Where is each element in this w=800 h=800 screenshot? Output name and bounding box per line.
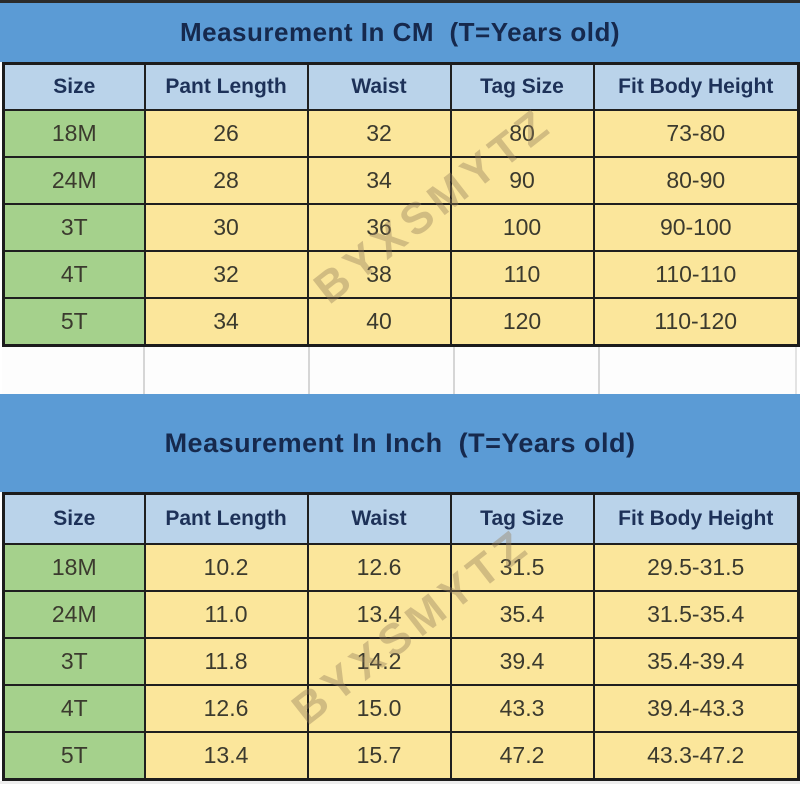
- column-header-tag-size: Tag Size: [449, 62, 595, 111]
- fit-body-height-cell: 39.4-43.3: [592, 684, 800, 733]
- table-row: 4T 32 38 110 110-110: [2, 250, 800, 299]
- fit-body-height-cell: 73-80: [592, 109, 800, 158]
- column-header-tag-size: Tag Size: [449, 492, 595, 545]
- table-row: 5T 34 40 120 110-120: [2, 297, 800, 347]
- column-header-pant-length: Pant Length: [143, 62, 309, 111]
- waist-cell: 34: [306, 156, 452, 205]
- tag-size-cell: 80: [449, 109, 595, 158]
- size-cell: 3T: [2, 203, 146, 252]
- spacer-cell: [310, 347, 455, 394]
- waist-cell: 15.7: [306, 731, 452, 781]
- size-cell: 3T: [2, 637, 146, 686]
- tag-size-cell: 110: [449, 250, 595, 299]
- table-row: 4T 12.6 15.0 43.3 39.4-43.3: [2, 684, 800, 733]
- pant-length-cell: 12.6: [143, 684, 309, 733]
- table-row: 5T 13.4 15.7 47.2 43.3-47.2: [2, 731, 800, 781]
- size-cell: 18M: [2, 543, 146, 592]
- cm-header-row: Size Pant Length Waist Tag Size Fit Body…: [2, 62, 800, 111]
- fit-body-height-cell: 31.5-35.4: [592, 590, 800, 639]
- tag-size-cell: 47.2: [449, 731, 595, 781]
- tag-size-cell: 90: [449, 156, 595, 205]
- waist-cell: 40: [306, 297, 452, 347]
- fit-body-height-cell: 43.3-47.2: [592, 731, 800, 781]
- spacer-row: [2, 347, 797, 394]
- size-cell: 5T: [2, 731, 146, 781]
- spacer-cell: [455, 347, 600, 394]
- column-header-pant-length: Pant Length: [143, 492, 309, 545]
- inch-table-title: Measurement In Inch (T=Years old): [0, 394, 800, 492]
- size-cell: 5T: [2, 297, 146, 347]
- pant-length-cell: 10.2: [143, 543, 309, 592]
- tag-size-cell: 100: [449, 203, 595, 252]
- column-header-waist: Waist: [306, 62, 452, 111]
- cm-table-title: Measurement In CM (T=Years old): [0, 0, 800, 62]
- size-cell: 4T: [2, 250, 146, 299]
- table-row: 24M 28 34 90 80-90: [2, 156, 800, 205]
- waist-cell: 12.6: [306, 543, 452, 592]
- column-header-fit-body-height: Fit Body Height: [592, 62, 800, 111]
- spacer-cell: [145, 347, 310, 394]
- size-cell: 24M: [2, 590, 146, 639]
- pant-length-cell: 11.0: [143, 590, 309, 639]
- waist-cell: 38: [306, 250, 452, 299]
- table-row: 24M 11.0 13.4 35.4 31.5-35.4: [2, 590, 800, 639]
- tag-size-cell: 35.4: [449, 590, 595, 639]
- tag-size-cell: 43.3: [449, 684, 595, 733]
- size-cell: 4T: [2, 684, 146, 733]
- spacer-cell: [2, 347, 145, 394]
- tag-size-cell: 31.5: [449, 543, 595, 592]
- fit-body-height-cell: 35.4-39.4: [592, 637, 800, 686]
- pant-length-cell: 28: [143, 156, 309, 205]
- fit-body-height-cell: 110-110: [592, 250, 800, 299]
- size-cell: 18M: [2, 109, 146, 158]
- table-row: 18M 10.2 12.6 31.5 29.5-31.5: [2, 543, 800, 592]
- column-header-waist: Waist: [306, 492, 452, 545]
- pant-length-cell: 32: [143, 250, 309, 299]
- waist-cell: 13.4: [306, 590, 452, 639]
- pant-length-cell: 13.4: [143, 731, 309, 781]
- waist-cell: 15.0: [306, 684, 452, 733]
- pant-length-cell: 11.8: [143, 637, 309, 686]
- column-header-size: Size: [2, 492, 146, 545]
- tag-size-cell: 39.4: [449, 637, 595, 686]
- waist-cell: 36: [306, 203, 452, 252]
- size-cell: 24M: [2, 156, 146, 205]
- pant-length-cell: 30: [143, 203, 309, 252]
- fit-body-height-cell: 80-90: [592, 156, 800, 205]
- tag-size-cell: 120: [449, 297, 595, 347]
- fit-body-height-cell: 110-120: [592, 297, 800, 347]
- inch-size-table: Size Pant Length Waist Tag Size Fit Body…: [2, 492, 800, 781]
- waist-cell: 32: [306, 109, 452, 158]
- fit-body-height-cell: 90-100: [592, 203, 800, 252]
- table-row: 3T 11.8 14.2 39.4 35.4-39.4: [2, 637, 800, 686]
- spacer-cell: [600, 347, 797, 394]
- fit-body-height-cell: 29.5-31.5: [592, 543, 800, 592]
- table-row: 18M 26 32 80 73-80: [2, 109, 800, 158]
- pant-length-cell: 34: [143, 297, 309, 347]
- column-header-fit-body-height: Fit Body Height: [592, 492, 800, 545]
- waist-cell: 14.2: [306, 637, 452, 686]
- bottom-edge: [0, 781, 800, 784]
- inch-header-row: Size Pant Length Waist Tag Size Fit Body…: [2, 492, 800, 545]
- column-header-size: Size: [2, 62, 146, 111]
- table-row: 3T 30 36 100 90-100: [2, 203, 800, 252]
- cm-size-table: Size Pant Length Waist Tag Size Fit Body…: [2, 62, 800, 347]
- pant-length-cell: 26: [143, 109, 309, 158]
